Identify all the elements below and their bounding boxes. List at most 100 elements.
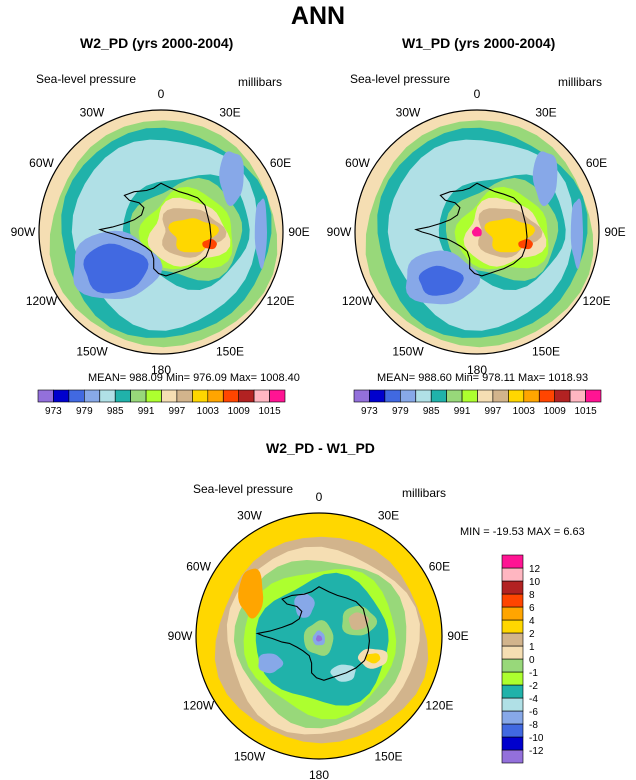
lon-label-180: 180	[151, 363, 171, 377]
colorbar-swatch	[501, 658, 524, 673]
lon-label-90e: 90E	[604, 225, 625, 239]
lon-label-90e: 90E	[288, 225, 309, 239]
colorbar-swatch	[508, 389, 525, 403]
colorbar-swatch	[99, 389, 116, 403]
panel-3-units-label: millibars	[402, 486, 447, 500]
colorbar-swatch	[585, 389, 602, 403]
colorbar-tick-label: 12	[529, 564, 541, 575]
lon-label-60e: 60E	[270, 156, 291, 170]
lon-label-30w: 30W	[396, 106, 421, 120]
lon-label-90w: 90W	[327, 225, 352, 239]
contour-region	[570, 198, 583, 269]
lon-label-90e: 90E	[447, 629, 468, 643]
colorbar-swatch	[501, 736, 524, 751]
panel-2-stats: MEAN= 988.60 Min= 978.11 Max= 1018.93	[377, 372, 589, 384]
colorbar-swatch	[238, 389, 255, 403]
contour-region	[258, 653, 284, 674]
page-title: ANN	[290, 2, 346, 30]
colorbar-tick-label: 973	[361, 406, 378, 417]
lon-label-120w: 120W	[183, 699, 215, 713]
colorbar-tick-label: 979	[392, 406, 409, 417]
colorbar-swatch	[192, 389, 209, 403]
lon-label-60e: 60E	[429, 560, 450, 574]
contour-region	[238, 568, 264, 619]
colorbar-swatch	[399, 389, 416, 403]
colorbar-tick-label: 1015	[258, 406, 281, 417]
contour-region	[219, 151, 244, 206]
lon-label-120w: 120W	[342, 294, 374, 308]
panel-2-variable-label: Sea-level pressure	[350, 72, 451, 86]
colorbar-swatch	[501, 671, 524, 686]
panel-2-title: W1_PD (yrs 2000-2004)	[402, 35, 556, 51]
lon-label-30e: 30E	[219, 106, 240, 120]
colorbar-tick-label: -8	[529, 720, 538, 731]
colorbar-swatch	[207, 389, 224, 403]
colorbar-tick-label: 997	[169, 406, 186, 417]
colorbar-tick-label: 1009	[228, 406, 251, 417]
lon-label-60e: 60E	[586, 156, 607, 170]
contour-region	[294, 593, 315, 618]
lon-label-30e: 30E	[535, 106, 556, 120]
map-1: 0 30E 60E 90E 120E 150E 180 150W 120W 90W 60W 30W	[11, 87, 310, 377]
panel-3-stats: MIN = -19.53 MAX = 6.63	[460, 526, 585, 538]
colorbar-tick-label: 1003	[513, 406, 536, 417]
colorbar-swatch	[554, 389, 571, 403]
coastline	[414, 182, 528, 277]
colorbar-tick-label: 2	[529, 629, 535, 640]
lon-label-120e: 120E	[582, 294, 610, 308]
colorbar-swatch	[430, 389, 447, 403]
map-2-field	[355, 110, 599, 354]
colorbar-swatch	[415, 389, 432, 403]
lon-label-90w: 90W	[168, 629, 193, 643]
panel-1-stats: MEAN= 988.09 Min= 976.09 Max= 1008.40	[88, 372, 300, 384]
colorbar-swatch	[37, 389, 54, 403]
colorbar-swatch	[161, 389, 178, 403]
colorbar-swatch	[223, 389, 240, 403]
panel-3-title: W2_PD - W1_PD	[266, 440, 375, 456]
contour-region	[254, 198, 267, 269]
lon-label-0: 0	[316, 490, 323, 504]
colorbar-swatch	[176, 389, 193, 403]
map-boundary	[38, 109, 284, 355]
lon-label-120w: 120W	[26, 294, 58, 308]
colorbar-tick-label: -12	[529, 746, 544, 757]
lon-label-150e: 150E	[374, 749, 402, 763]
lon-label-90w: 90W	[11, 225, 36, 239]
lon-label-30e: 30E	[378, 509, 399, 523]
colorbar-swatch	[84, 389, 101, 403]
colorbar-tick-label: 4	[529, 616, 535, 627]
lon-label-0: 0	[158, 87, 165, 101]
lon-label-30w: 30W	[237, 509, 262, 523]
panel-3-variable-label: Sea-level pressure	[193, 482, 294, 496]
lon-label-120e: 120E	[266, 294, 294, 308]
colorbar-tick-label: 1009	[544, 406, 567, 417]
lon-label-180: 180	[309, 768, 329, 780]
colorbar-tick-label: -10	[529, 733, 544, 744]
lon-label-120e: 120E	[425, 699, 453, 713]
lon-label-150w: 150W	[392, 345, 424, 359]
colorbar-swatch	[446, 389, 463, 403]
colorbar-tick-label: -2	[529, 681, 538, 692]
colorbar-tick-label: 973	[45, 406, 62, 417]
colorbar-swatch	[384, 389, 401, 403]
colorbar-swatch	[501, 606, 524, 621]
colorbar-swatch	[369, 389, 386, 403]
colorbar-swatch	[501, 554, 524, 569]
map-boundary	[195, 512, 443, 760]
lon-label-150w: 150W	[76, 345, 108, 359]
contour-region	[315, 635, 323, 642]
colorbar-swatch	[523, 389, 540, 403]
colorbar-swatch	[501, 697, 524, 712]
colorbar-swatch	[130, 389, 147, 403]
map-2: 0 30E 60E 90E 120E 150E 180 150W 120W 90W 60W 30W	[327, 87, 626, 377]
colorbar-swatch	[501, 723, 524, 738]
colorbar-swatch	[253, 389, 270, 403]
colorbar-tick-label: -4	[529, 694, 538, 705]
colorbar-swatch	[501, 619, 524, 634]
lon-label-60w: 60W	[29, 156, 54, 170]
colorbar-tick-label: 985	[107, 406, 124, 417]
colorbar-swatch	[501, 749, 524, 764]
colorbar-swatch	[461, 389, 478, 403]
contour-region	[348, 612, 369, 630]
